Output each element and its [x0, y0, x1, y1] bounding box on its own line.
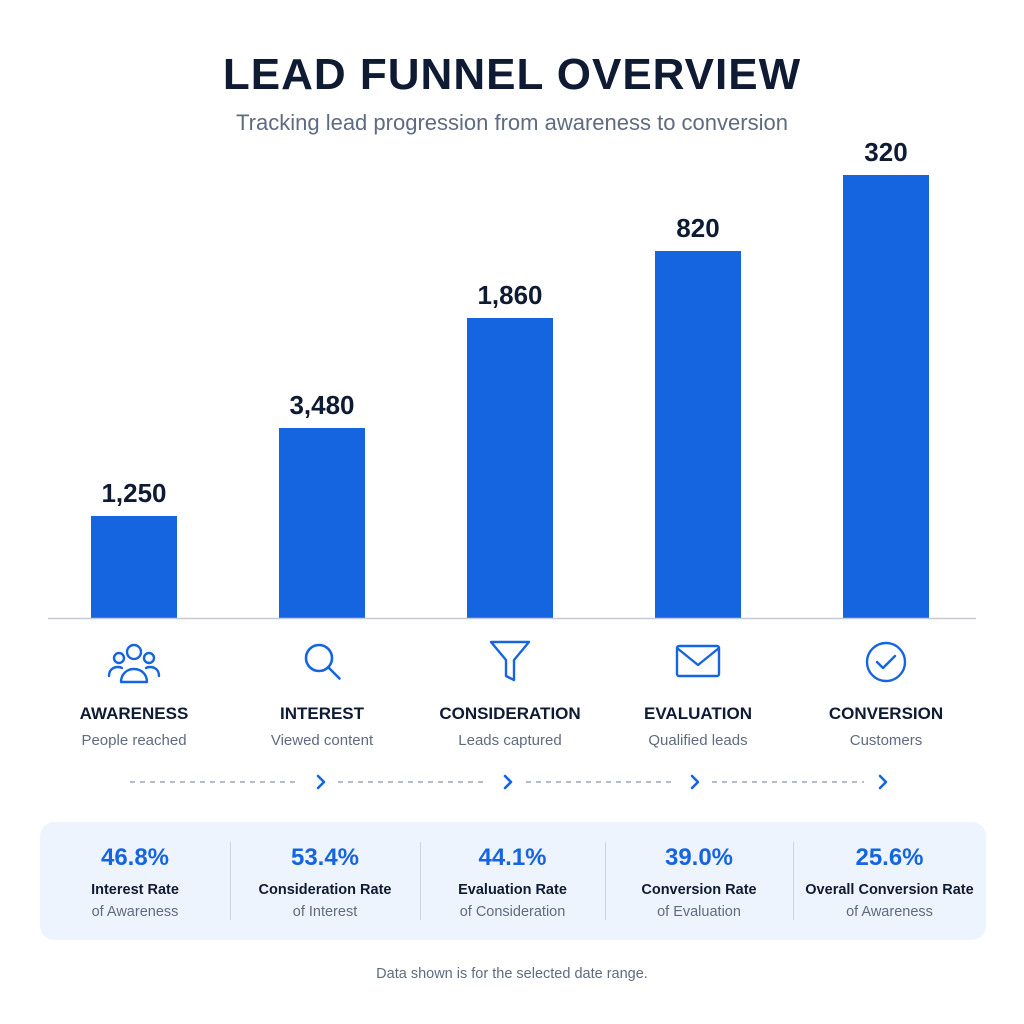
stage-desc: Customers [849, 732, 923, 749]
metric-label: Evaluation Rate [458, 882, 567, 898]
chevron-right-icon [316, 774, 326, 790]
stage-interest: INTEREST Viewed content [222, 638, 422, 749]
search-icon [294, 638, 350, 686]
bar-awareness [91, 516, 177, 618]
stage-conversion: CONVERSION Customers [786, 638, 986, 749]
bar-value-label: 1,860 [477, 280, 542, 310]
stage-awareness: AWARENESS People reached [34, 638, 234, 749]
conversion-metrics-panel: 46.8% Interest Rate of Awareness 53.4% C… [40, 822, 986, 940]
stage-name: EVALUATION [644, 704, 752, 723]
metric-evaluation-rate: 44.1% Evaluation Rate of Consideration [420, 822, 605, 940]
check-circle-icon [858, 638, 914, 686]
metric-conversion-rate: 39.0% Conversion Rate of Evaluation [605, 822, 793, 940]
metric-label: Conversion Rate [641, 882, 757, 898]
stage-consideration: CONSIDERATION Leads captured [410, 638, 610, 749]
metric-sub: of Awareness [846, 904, 933, 920]
stage-name: CONVERSION [828, 704, 944, 723]
chevron-right-icon [878, 774, 888, 790]
page-subtitle: Tracking lead progression from awareness… [236, 110, 788, 135]
metric-value: 39.0% [664, 844, 734, 871]
metric-value: 53.4% [290, 844, 360, 871]
stage-evaluation: EVALUATION Qualified leads [598, 638, 798, 749]
bar-value-label: 3,480 [289, 390, 354, 420]
metric-sub: of Consideration [459, 904, 566, 920]
metric-value: 44.1% [478, 844, 547, 871]
page-title: LEAD FUNNEL OVERVIEW [222, 50, 802, 99]
footnote: Data shown is for the selected date rang… [376, 966, 648, 982]
filter-icon [482, 638, 538, 686]
metric-sub: of Awareness [91, 904, 179, 920]
metric-sub: of Interest [292, 904, 358, 920]
users-icon [106, 638, 162, 686]
stage-desc: Viewed content [270, 732, 374, 749]
stage-name: AWARENESS [79, 704, 189, 723]
divider [420, 842, 421, 920]
stage-name: INTEREST [279, 704, 365, 723]
bar-value-label: 820 [676, 213, 719, 243]
stage-name: CONSIDERATION [439, 704, 581, 723]
metric-overall-conversion-rate: 25.6% Overall Conversion Rate of Awarene… [793, 822, 986, 940]
metric-label: Interest Rate [91, 882, 179, 898]
bar-value-label: 320 [864, 137, 907, 167]
stage-desc: Leads captured [458, 732, 562, 749]
divider [230, 842, 231, 920]
divider [793, 842, 794, 920]
metric-consideration-rate: 53.4% Consideration Rate of Interest [230, 822, 420, 940]
metric-interest-rate: 46.8% Interest Rate of Awareness [40, 822, 230, 940]
bar-value-label: 1,250 [101, 478, 166, 508]
chevron-right-icon [690, 774, 700, 790]
bar-evaluation [655, 251, 741, 618]
bar-interest [279, 428, 365, 618]
metric-sub: of Evaluation [657, 904, 741, 920]
metric-label: Consideration Rate [258, 882, 392, 898]
bar-consideration [467, 318, 553, 618]
metric-label: Overall Conversion Rate [805, 882, 974, 898]
stage-desc: People reached [81, 732, 187, 749]
bar-conversion [843, 175, 929, 618]
metric-value: 46.8% [100, 844, 170, 871]
divider [605, 842, 606, 920]
stage-desc: Qualified leads [648, 732, 748, 749]
progression-arrows [130, 774, 888, 790]
mail-icon [670, 638, 726, 686]
chevron-right-icon [503, 774, 513, 790]
funnel-bar-chart: 1,250 3,480 1,860 820 320 [48, 137, 976, 620]
metric-value: 25.6% [855, 844, 924, 871]
